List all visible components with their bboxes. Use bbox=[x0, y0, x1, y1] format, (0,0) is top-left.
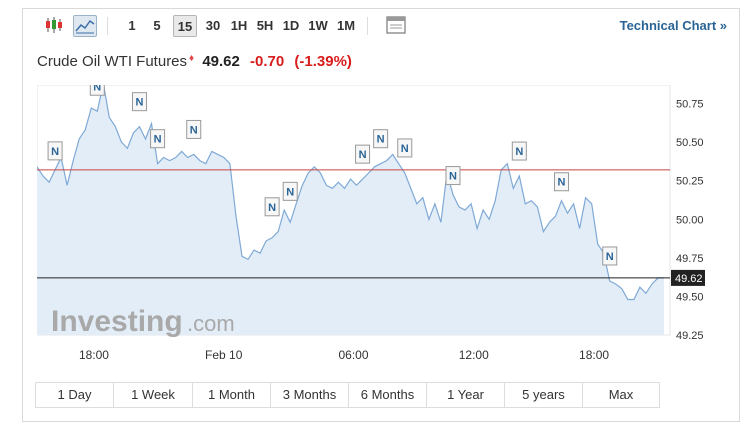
interval-5h[interactable]: 5H bbox=[256, 18, 274, 33]
last-price: 49.62 bbox=[202, 53, 240, 70]
area-chart-icon[interactable] bbox=[73, 15, 97, 37]
x-tick-label: 12:00 bbox=[459, 348, 489, 362]
news-marker[interactable]: N bbox=[511, 141, 527, 161]
range-1-year[interactable]: 1 Year bbox=[427, 383, 505, 407]
news-marker-label: N bbox=[449, 171, 457, 183]
news-marker-label: N bbox=[93, 85, 101, 93]
last-price-label: 49.62 bbox=[675, 273, 703, 285]
interval-15[interactable]: 15 bbox=[173, 15, 197, 37]
time-range-selector: 1 Day 1 Week 1 Month 3 Months 6 Months 1… bbox=[35, 382, 660, 408]
range-3-months[interactable]: 3 Months bbox=[271, 383, 349, 407]
news-marker[interactable]: N bbox=[373, 129, 389, 149]
y-tick-label: 50.00 bbox=[676, 214, 704, 226]
y-tick-label: 50.75 bbox=[676, 99, 704, 111]
range-1-day[interactable]: 1 Day bbox=[36, 383, 114, 407]
news-marker-label: N bbox=[154, 134, 162, 146]
realtime-indicator-icon: ♦ bbox=[189, 53, 195, 64]
interval-1h[interactable]: 1H bbox=[230, 18, 248, 33]
interval-1w[interactable]: 1W bbox=[308, 18, 328, 33]
price-line bbox=[37, 85, 664, 301]
watermark-brand: Investing bbox=[51, 305, 183, 338]
x-tick-label: Feb 10 bbox=[205, 348, 243, 362]
news-marker[interactable]: N bbox=[397, 138, 413, 158]
news-marker-label: N bbox=[51, 146, 59, 158]
y-tick-label: 50.25 bbox=[676, 176, 704, 188]
range-1-week[interactable]: 1 Week bbox=[114, 383, 193, 407]
candlestick-chart-icon[interactable] bbox=[43, 15, 67, 37]
news-marker-label: N bbox=[606, 251, 614, 263]
news-marker-label: N bbox=[377, 134, 385, 146]
y-tick-label: 49.75 bbox=[676, 253, 704, 265]
range-max[interactable]: Max bbox=[608, 387, 634, 402]
news-marker-label: N bbox=[359, 149, 367, 161]
news-marker-label: N bbox=[286, 186, 294, 198]
news-marker[interactable]: N bbox=[602, 246, 618, 266]
range-1-month[interactable]: 1 Month bbox=[193, 383, 271, 407]
news-marker[interactable]: N bbox=[47, 141, 63, 161]
news-marker[interactable]: N bbox=[554, 172, 570, 192]
news-marker[interactable]: N bbox=[131, 92, 147, 112]
y-tick-label: 50.50 bbox=[676, 137, 704, 149]
news-marker[interactable]: N bbox=[282, 181, 298, 201]
news-marker-label: N bbox=[401, 143, 409, 155]
x-tick-label: 18:00 bbox=[579, 348, 609, 362]
technical-chart-link[interactable]: Technical Chart » bbox=[619, 18, 727, 33]
interval-30[interactable]: 30 bbox=[205, 18, 221, 33]
news-marker[interactable]: N bbox=[150, 129, 166, 149]
news-marker-label: N bbox=[190, 124, 198, 136]
chart-settings-icon[interactable] bbox=[385, 15, 409, 37]
instrument-quote: Crude Oil WTI Futures ♦ 49.62 -0.70 (-1.3… bbox=[37, 53, 352, 70]
last-price-badge: 49.62 bbox=[671, 269, 705, 286]
news-marker-label: N bbox=[136, 97, 144, 109]
y-tick-label: 49.25 bbox=[676, 330, 704, 342]
news-marker[interactable]: N bbox=[445, 166, 461, 186]
price-change: -0.70 bbox=[250, 53, 285, 70]
interval-5[interactable]: 5 bbox=[153, 18, 161, 33]
news-marker[interactable]: N bbox=[264, 197, 280, 217]
investing-watermark: Investing .com bbox=[51, 305, 235, 338]
interval-1m[interactable]: 1M bbox=[336, 18, 356, 33]
instrument-name: Crude Oil WTI Futures bbox=[37, 53, 188, 70]
chart-toolbar: 1 5 15 30 1H 5H 1D 1W 1M Technical Chart… bbox=[23, 9, 739, 43]
news-marker-label: N bbox=[558, 177, 566, 189]
range-5-years[interactable]: 5 years bbox=[505, 383, 583, 407]
news-marker-label: N bbox=[268, 202, 276, 214]
news-marker[interactable]: N bbox=[186, 119, 202, 139]
news-marker-label: N bbox=[515, 146, 523, 158]
range-6-months[interactable]: 6 Months bbox=[349, 383, 427, 407]
x-tick-label: 06:00 bbox=[338, 348, 368, 362]
price-area bbox=[37, 85, 664, 335]
interval-1[interactable]: 1 bbox=[128, 18, 136, 33]
watermark-suffix: .com bbox=[187, 311, 235, 336]
interval-1d[interactable]: 1D bbox=[282, 18, 300, 33]
news-marker[interactable]: N bbox=[89, 85, 105, 96]
y-tick-label: 49.50 bbox=[676, 291, 704, 303]
news-marker[interactable]: N bbox=[355, 144, 371, 164]
chart-widget: 1 5 15 30 1H 5H 1D 1W 1M Technical Chart… bbox=[22, 8, 740, 422]
x-tick-label: 18:00 bbox=[79, 348, 109, 362]
price-change-percent: (-1.39%) bbox=[294, 53, 352, 70]
